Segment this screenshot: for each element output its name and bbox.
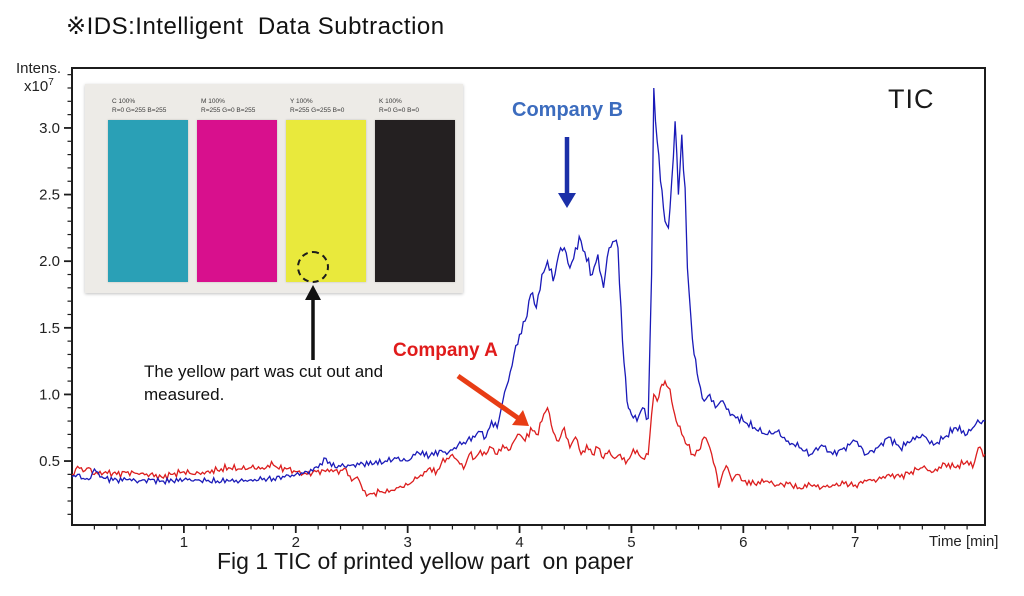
company-a-annotation-label: Company A [393,340,498,361]
y-axis-multiplier: x107 [24,77,54,95]
swatch-label: K 100% R=0 G=0 B=0 [379,98,419,115]
company-a-arrow [456,373,520,421]
y-tick-label: 1.5 [39,320,60,337]
x-tick-label: 1 [180,534,188,551]
y-tick-label: 2.5 [39,187,60,204]
company-b-arrowhead [558,193,576,208]
cutout-note-text: The yellow part was cut out and measured… [144,362,384,404]
swatch-label: Y 100% R=255 G=255 B=0 [290,98,345,115]
y-tick-label: 1.0 [39,386,60,403]
swatch-label: C 100% R=0 G=255 B=255 [112,98,167,115]
color-swatch-c [108,120,188,282]
y-axis-multiplier-base: x10 [24,78,49,95]
color-swatch-k [375,120,455,282]
printed-swatches-photo: C 100% R=0 G=255 B=255 M 100% R=255 G=0 B… [85,84,463,293]
x-axis-label: Time [min] [929,533,999,550]
cutout-circle-marker [297,251,329,283]
company-b-annotation-label: Company B [512,99,624,121]
y-tick-label: 0.5 [39,453,60,470]
company-a-arrowhead [512,410,529,426]
y-tick-label: 3.0 [39,120,60,137]
y-tick-label: 2.0 [39,253,60,270]
chart-corner-label: TIC [888,84,935,114]
color-swatch-m [197,120,277,282]
x-tick-label: 6 [739,534,747,551]
figure-caption: Fig 1 TIC of printed yellow part on pape… [217,548,634,574]
y-axis-multiplier-exponent: 7 [48,77,54,88]
page-title: ※IDS:Intelligent Data Subtraction [66,13,445,40]
swatch-label: M 100% R=255 G=0 B=255 [201,98,256,115]
y-axis-label: Intens. [16,60,62,77]
x-tick-label: 7 [851,534,859,551]
